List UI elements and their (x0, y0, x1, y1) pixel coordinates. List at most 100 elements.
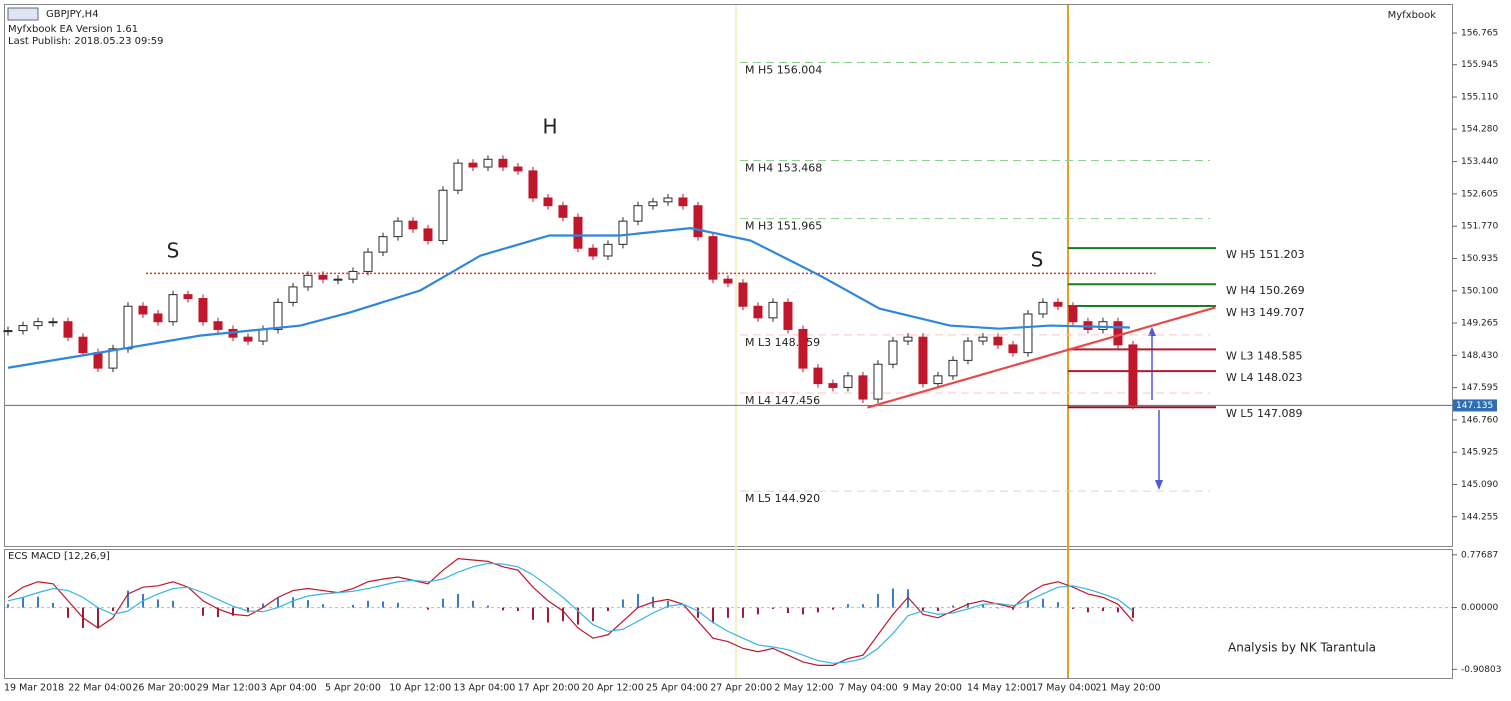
candle-body (573, 216, 583, 249)
candle-body (753, 305, 763, 319)
brand: Myfxbook (1388, 10, 1437, 21)
candle-body (378, 236, 388, 253)
y-tick-label: -0.90803 (1461, 665, 1501, 675)
histogram-bar (606, 607, 609, 611)
histogram-bar (456, 593, 459, 608)
histogram-bar (921, 607, 924, 611)
histogram-bar (21, 597, 24, 608)
y-tick-label: 147.595 (1461, 383, 1498, 393)
histogram-bar (711, 607, 714, 624)
pivot-label: W H4 150.269 (1226, 284, 1305, 297)
y-tick-label: 0.00000 (1461, 603, 1498, 613)
y-tick-label: 151.770 (1461, 222, 1498, 232)
y-tick-label: 150.935 (1461, 254, 1498, 264)
pivot-label: W L5 147.089 (1226, 407, 1302, 420)
histogram-bar (786, 607, 789, 614)
x-tick-label: 10 Apr 12:00 (389, 683, 451, 694)
x-tick-label: 17 May 04:00 (1031, 683, 1096, 694)
histogram-bar (861, 604, 864, 608)
candle-body (333, 278, 343, 281)
histogram-bar (1071, 607, 1074, 609)
histogram-bar (1011, 607, 1014, 610)
candle-body (363, 251, 373, 272)
histogram-bar (381, 601, 384, 608)
candle-body (678, 197, 688, 207)
x-tick-label: 7 May 04:00 (839, 683, 898, 694)
y-tick-label: 150.100 (1461, 286, 1498, 296)
histogram-bar (846, 604, 849, 608)
histogram-bar (66, 607, 69, 618)
pivot-label: M L4 147.456 (745, 394, 820, 407)
publish-time: Last Publish: 2018.05.23 09:59 (8, 36, 163, 47)
histogram-bar (441, 598, 444, 608)
candle-body (708, 236, 718, 280)
candle-body (1023, 313, 1033, 354)
histogram-bar (666, 600, 669, 608)
y-tick-label: 146.760 (1461, 415, 1498, 425)
histogram-bar (1101, 607, 1104, 611)
histogram-bar (696, 607, 699, 618)
candle-body (168, 294, 178, 323)
candle-body (873, 363, 883, 400)
x-tick-label: 17 Apr 20:00 (518, 683, 580, 694)
histogram-bar (51, 602, 54, 608)
histogram-bar (816, 607, 819, 613)
candle-body (108, 348, 118, 369)
histogram-bar (306, 600, 309, 608)
y-tick-label: 152.605 (1461, 189, 1498, 199)
histogram-bar (36, 596, 39, 608)
x-tick-label: 29 Mar 12:00 (197, 683, 260, 694)
candle-body (1038, 301, 1048, 315)
histogram-bar (246, 607, 249, 613)
histogram-bar (546, 607, 549, 623)
candle-body (543, 197, 553, 207)
x-tick-label: 22 Mar 04:00 (68, 683, 131, 694)
candle-body (1113, 321, 1123, 346)
histogram-bar (396, 602, 399, 608)
candle-body (153, 313, 163, 323)
candle-body (183, 294, 193, 300)
candle-body (453, 162, 463, 191)
histogram-bar (516, 607, 519, 611)
main-pane (4, 4, 1453, 547)
last-price-box (1453, 399, 1497, 412)
histogram-bar (561, 607, 564, 622)
candle-body (393, 220, 403, 238)
candle-body (438, 189, 448, 242)
histogram-bar (801, 607, 804, 615)
candle-body (513, 166, 523, 172)
y-tick-label: 153.440 (1461, 157, 1498, 167)
histogram-bar (291, 597, 294, 608)
histogram-bar (111, 607, 114, 611)
histogram-bar (171, 600, 174, 608)
histogram-bar (321, 604, 324, 608)
candle-body (468, 162, 478, 168)
x-tick-label: 19 Mar 2018 (4, 683, 64, 694)
histogram-bar (231, 607, 234, 616)
candle-body (933, 375, 943, 385)
candle-body (813, 367, 823, 385)
candle-body (693, 205, 703, 238)
candle-body (288, 286, 298, 303)
histogram-bar (741, 607, 744, 618)
candle-body (948, 359, 958, 377)
y-tick-label: 155.110 (1461, 93, 1498, 103)
candle-body (243, 336, 253, 342)
histogram-bar (201, 607, 204, 616)
x-tick-label: 27 Apr 20:00 (710, 683, 772, 694)
candle-body (78, 336, 88, 354)
pivot-label: M H4 153.468 (745, 162, 822, 175)
x-tick-label: 3 Apr 04:00 (261, 683, 317, 694)
candle-body (93, 352, 103, 369)
histogram-bar (366, 600, 369, 608)
pivot-label: W H5 151.203 (1226, 248, 1305, 261)
histogram-bar (966, 602, 969, 608)
candle-body (828, 383, 838, 388)
ea-version: Myfxbook EA Version 1.61 (8, 24, 138, 35)
candle-body (858, 375, 868, 400)
histogram-bar (636, 593, 639, 608)
candle-body (1128, 344, 1138, 406)
y-tick-label: 156.765 (1461, 29, 1498, 39)
histogram-bar (426, 607, 429, 610)
